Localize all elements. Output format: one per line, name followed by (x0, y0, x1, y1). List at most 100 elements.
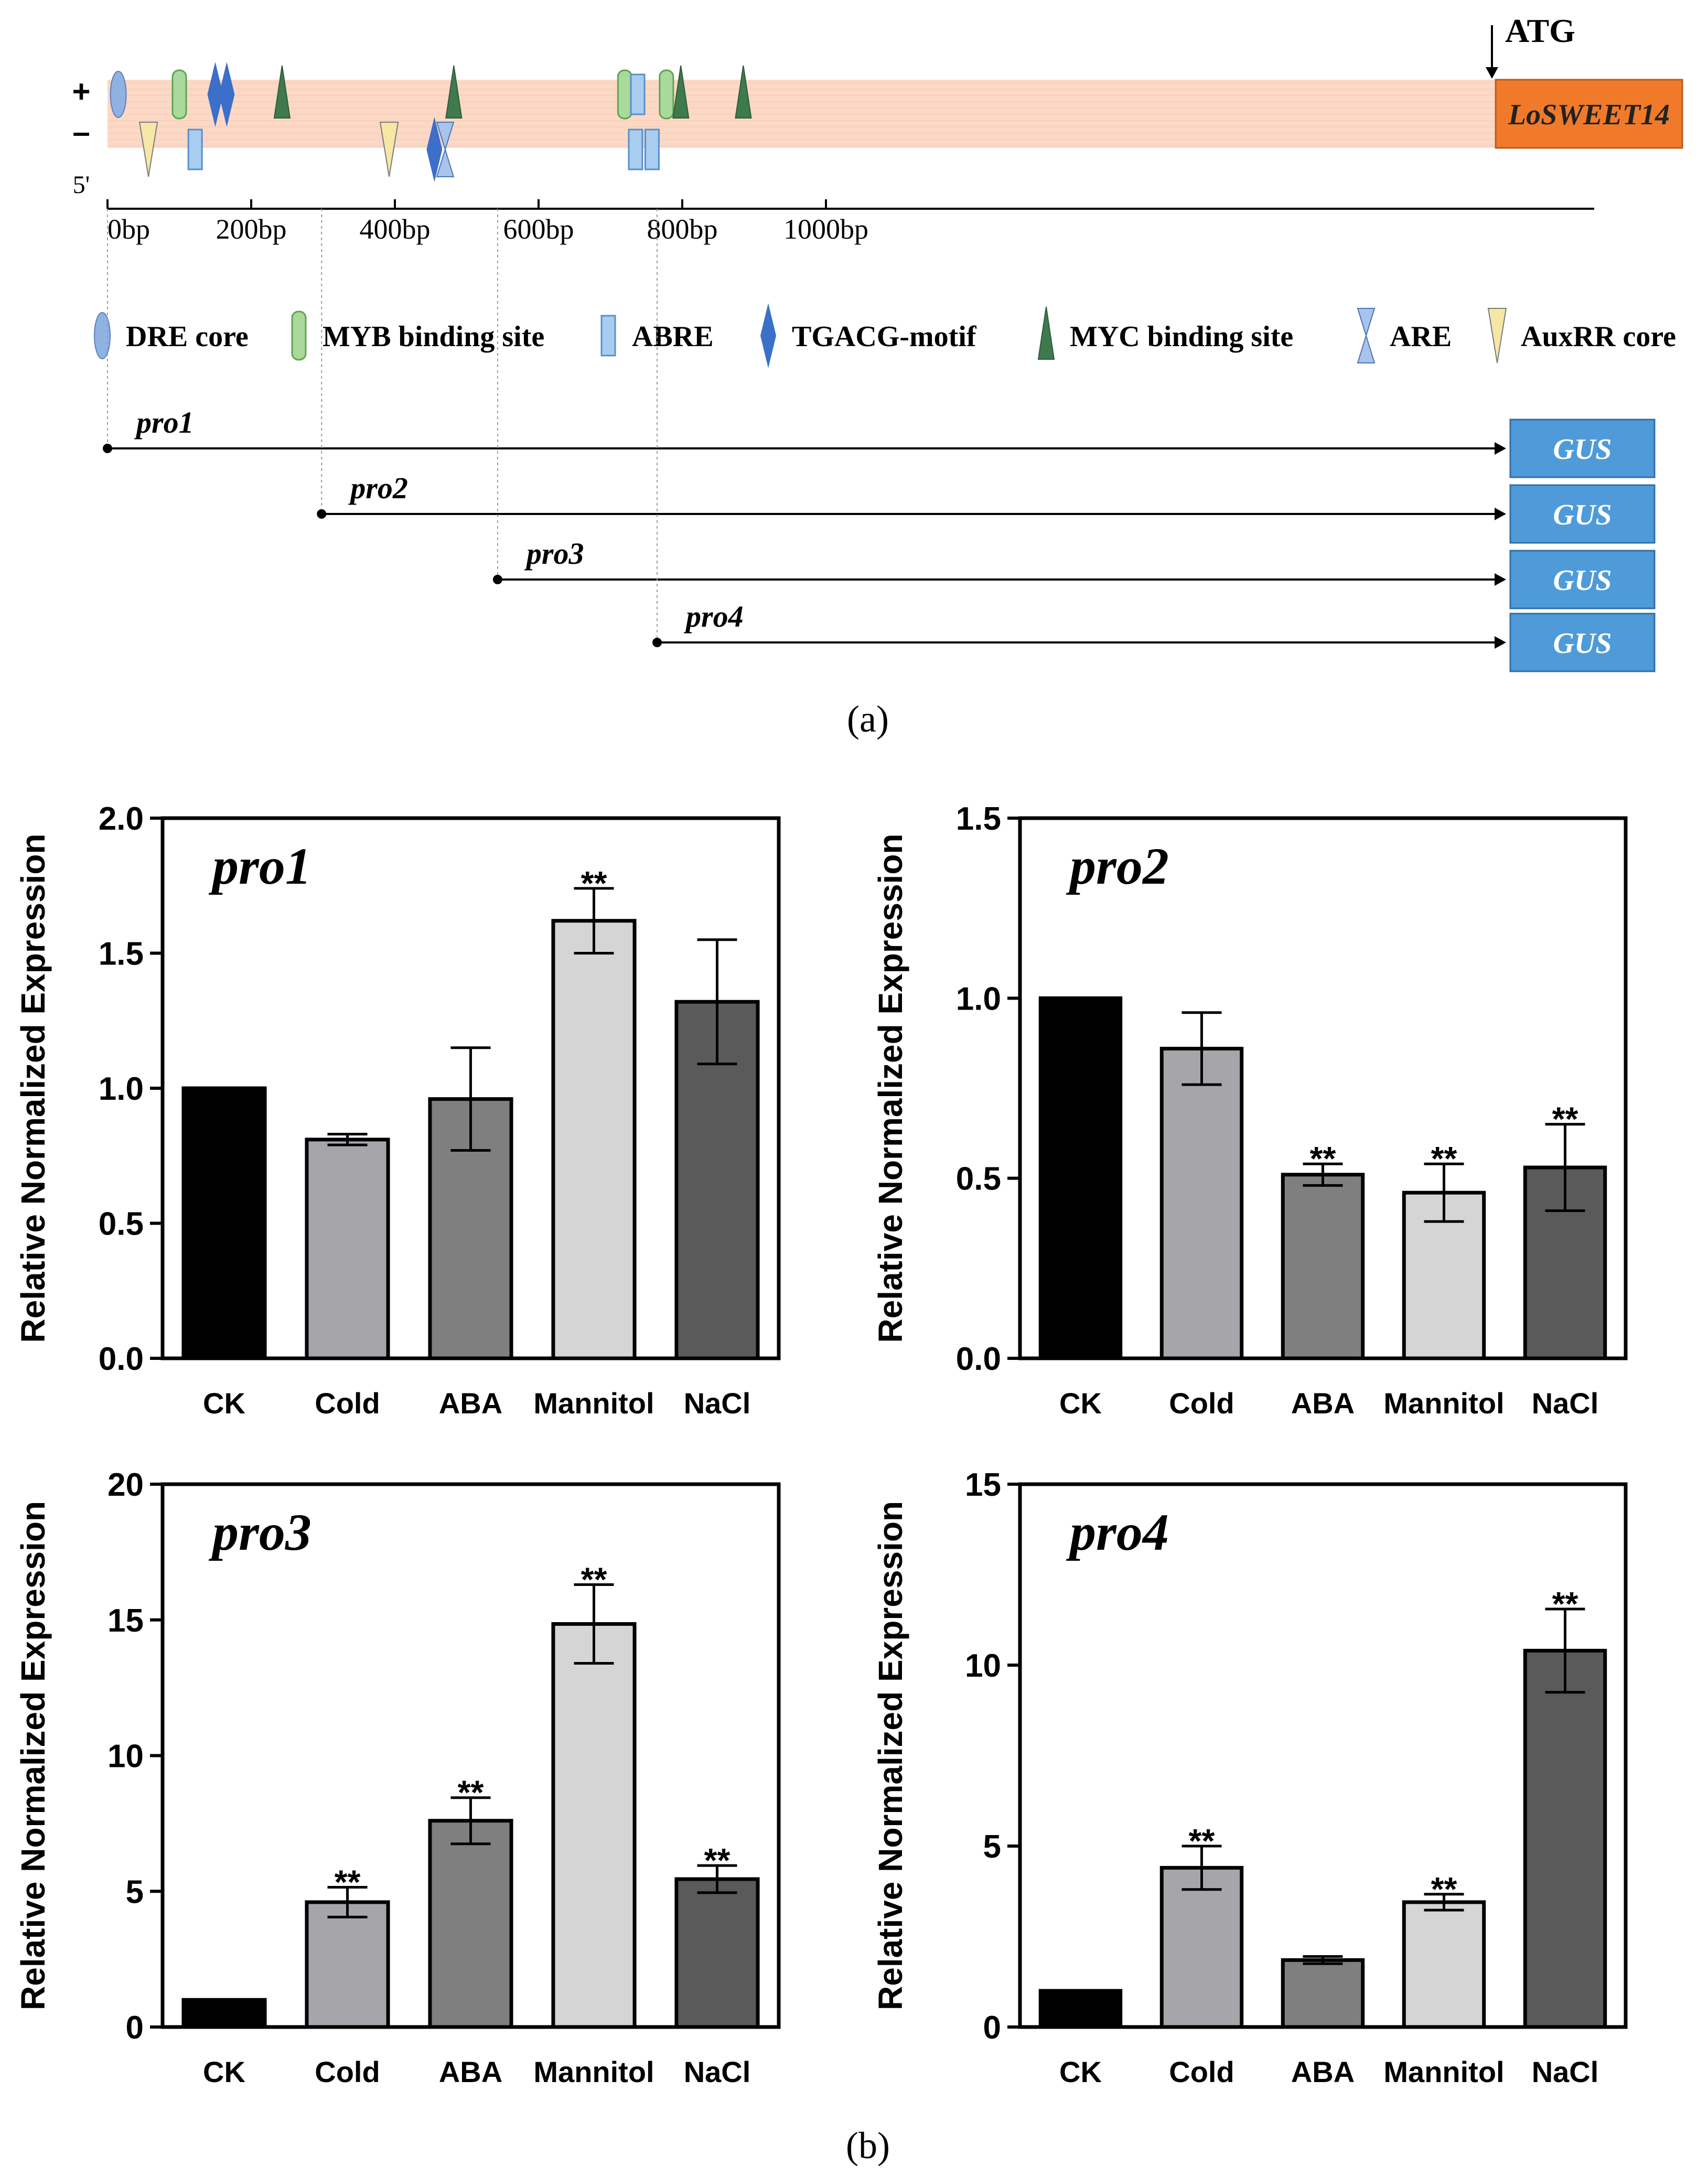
bar-nacl (674, 1877, 760, 2029)
y-tick-label: 1.0 (956, 981, 1001, 1017)
significance-mark: ** (581, 864, 607, 902)
y-tick-label: 2.0 (99, 801, 144, 837)
y-tick-label: 20 (108, 1467, 144, 1503)
y-tick-label: 1.5 (99, 936, 144, 972)
y-tick-label: 0.0 (99, 1341, 144, 1377)
y-axis-label: Relative Normalized Expression (14, 833, 52, 1343)
y-tick-label: 0.0 (956, 1341, 1001, 1377)
significance-mark: ** (1552, 1585, 1578, 1623)
bar-ck (181, 1086, 267, 1360)
myc-element-icon (735, 65, 752, 119)
abre-element-icon (644, 128, 660, 170)
gus-box (1509, 484, 1656, 544)
x-tick-label: ABA (439, 2055, 502, 2088)
gus-label: GUS (1553, 499, 1612, 531)
gus-label: GUS (1553, 433, 1612, 466)
gus-box (1509, 419, 1656, 478)
y-tick-label: 5 (126, 1874, 144, 1910)
strand-minus-label: – (72, 114, 90, 149)
bp-axis-label: 1000bp (783, 213, 868, 245)
gus-box (1509, 550, 1656, 609)
bar-cold (305, 1138, 390, 1360)
x-tick-label: NaCl (1532, 1387, 1599, 1420)
y-tick-label: 0 (126, 2010, 144, 2046)
legend-label-myb: MYB binding site (323, 320, 544, 353)
bp-axis-label: 0bp (108, 213, 150, 245)
construct-start-dot (492, 575, 502, 584)
y-tick-label: 15 (108, 1603, 144, 1639)
bar-aba (1281, 1958, 1365, 2029)
significance-mark: ** (1431, 1870, 1457, 1908)
chart-pro4: 0 5 10 15 Relative Normalized Expression pro4… (872, 1467, 1628, 2088)
bar-mannitol (551, 919, 637, 1360)
abre-element-icon (187, 128, 203, 170)
gus-box (1509, 613, 1656, 672)
myc-element-icon (445, 65, 463, 119)
gus-label: GUS (1553, 564, 1612, 597)
myb-element-icon (659, 69, 674, 120)
chart-title: pro1 (208, 837, 311, 895)
x-tick-label: NaCl (684, 1387, 751, 1420)
bar-ck (1038, 996, 1123, 1360)
legend-label-dre: DRE core (126, 320, 249, 353)
bar-nacl (1523, 1648, 1607, 2029)
construct-label-pro4: pro4 (683, 599, 744, 634)
x-tick-label: Cold (1169, 2055, 1234, 2088)
y-tick-label: 10 (108, 1739, 144, 1775)
myb-element-icon (617, 69, 632, 120)
are-element-icon (436, 122, 455, 177)
gene-box (1495, 79, 1683, 149)
construct-arrow-head (1495, 636, 1506, 649)
y-tick-label: 10 (965, 1648, 1001, 1684)
x-tick-label: Mannitol (533, 2055, 654, 2088)
bar-aba (1281, 1173, 1365, 1360)
x-tick-label: CK (1059, 2055, 1102, 2088)
x-tick-label: ABA (1291, 1387, 1355, 1420)
y-tick-label: 0.5 (99, 1206, 144, 1242)
y-tick-label: 0 (983, 2010, 1001, 2046)
legend-label-myc: MYC binding site (1070, 320, 1293, 353)
x-tick-label: NaCl (684, 2055, 751, 2088)
five-prime-label: 5' (73, 171, 90, 199)
x-tick-label: Mannitol (533, 1387, 654, 1420)
bar-cold (1159, 1865, 1244, 2029)
gene-label: LoSWEET14 (1508, 99, 1670, 131)
legend-label-tgacg: TGACG-motif (792, 320, 977, 353)
construct-start-dot (103, 444, 112, 453)
significance-mark: ** (1310, 1140, 1336, 1177)
abre-element-icon (628, 128, 643, 170)
significance-mark: ** (1431, 1140, 1457, 1177)
y-tick-label: 1.5 (956, 801, 1001, 837)
bar-cold (1159, 1046, 1244, 1360)
construct-arrow-head (1495, 573, 1506, 586)
y-axis-label: Relative Normalized Expression (872, 1501, 909, 2010)
y-tick-label: 1.0 (99, 1071, 144, 1107)
myc-legend-icon (1037, 306, 1055, 360)
bar-mannitol (551, 1622, 637, 2029)
bp-axis-label: 600bp (503, 213, 574, 245)
abre-element-icon (630, 73, 646, 115)
x-tick-label: CK (1059, 1387, 1102, 1420)
x-tick-label: Mannitol (1383, 2055, 1504, 2088)
x-tick-label: ABA (1291, 2055, 1355, 2088)
x-tick-label: Mannitol (1383, 1387, 1504, 1420)
myb-element-icon (171, 69, 187, 120)
chart-pro2: 0.0 0.5 1.0 1.5 Relative Normalized Expressi… (872, 801, 1628, 1420)
chart-title: pro4 (1066, 1503, 1169, 1561)
bar-mannitol (1402, 1900, 1486, 2029)
myc-element-icon (672, 65, 690, 119)
legend-label-are: ARE (1390, 320, 1452, 353)
bar-ck (1038, 1989, 1123, 2029)
construct-label-pro2: pro2 (348, 471, 408, 505)
x-tick-label: ABA (439, 1387, 502, 1420)
strand-plus-label: + (72, 74, 90, 109)
panel-b-charts: 0.0 0.5 1.0 1.5 2.0 Relative Normalized Expre… (14, 801, 1628, 2088)
legend-label-abre: ABRE (632, 320, 714, 353)
bar-aba (428, 1819, 513, 2029)
abre-legend-icon (600, 315, 616, 357)
significance-mark: ** (1189, 1822, 1215, 1860)
significance-mark: ** (1552, 1100, 1578, 1138)
bp-axis-label: 400bp (360, 213, 431, 245)
chart-pro1: 0.0 0.5 1.0 1.5 2.0 Relative Normalized Expre… (14, 801, 781, 1420)
